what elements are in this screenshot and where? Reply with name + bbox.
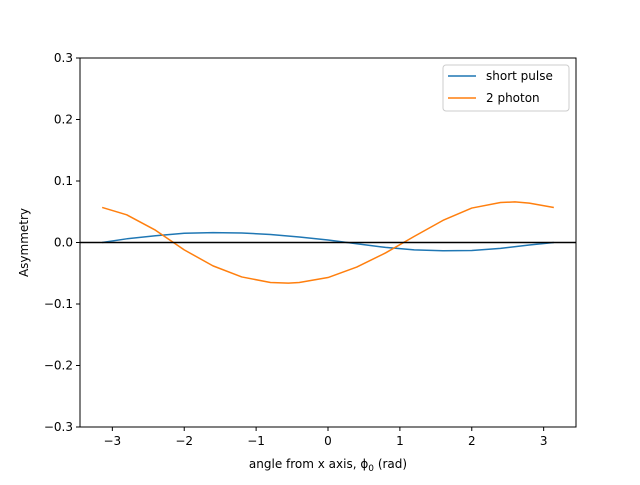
x-axis-label: angle from x axis, ϕ0 (rad) xyxy=(249,457,407,474)
y-axis-label: Asymmetry xyxy=(17,208,31,277)
y-tick-label: −0.1 xyxy=(44,297,73,311)
x-tick-label: −1 xyxy=(247,434,265,448)
x-tick-label: 2 xyxy=(468,434,476,448)
x-tick-label: 0 xyxy=(324,434,332,448)
series-line-short-pulse xyxy=(102,231,554,252)
x-axis-ticks: −3 −2 −1 0 1 2 3 xyxy=(103,427,547,448)
y-tick-label: 0.1 xyxy=(54,174,73,188)
x-tick-label: −2 xyxy=(175,434,193,448)
legend-label: short pulse xyxy=(486,69,553,83)
x-tick-label: −3 xyxy=(103,434,121,448)
x-axis-label-suffix: (rad) xyxy=(374,457,407,471)
x-axis-label-subscript: 0 xyxy=(368,464,374,474)
x-axis-label-main: angle from x axis, ϕ xyxy=(249,457,368,471)
y-tick-label: −0.2 xyxy=(44,359,73,373)
y-tick-label: 0.2 xyxy=(54,113,73,127)
x-tick-label: 1 xyxy=(396,434,404,448)
y-tick-label: 0.3 xyxy=(54,51,73,65)
legend: short pulse 2 photon xyxy=(442,64,570,112)
legend-label: 2 photon xyxy=(486,91,540,105)
y-tick-label: 0.0 xyxy=(54,236,73,250)
x-tick-label: 3 xyxy=(540,434,548,448)
series-line-two-photon xyxy=(101,201,554,284)
y-axis-ticks: −0.3 −0.2 −0.1 0.0 0.1 0.2 0.3 xyxy=(44,51,80,434)
plot-lines xyxy=(80,201,576,284)
y-tick-label: −0.3 xyxy=(44,420,73,434)
